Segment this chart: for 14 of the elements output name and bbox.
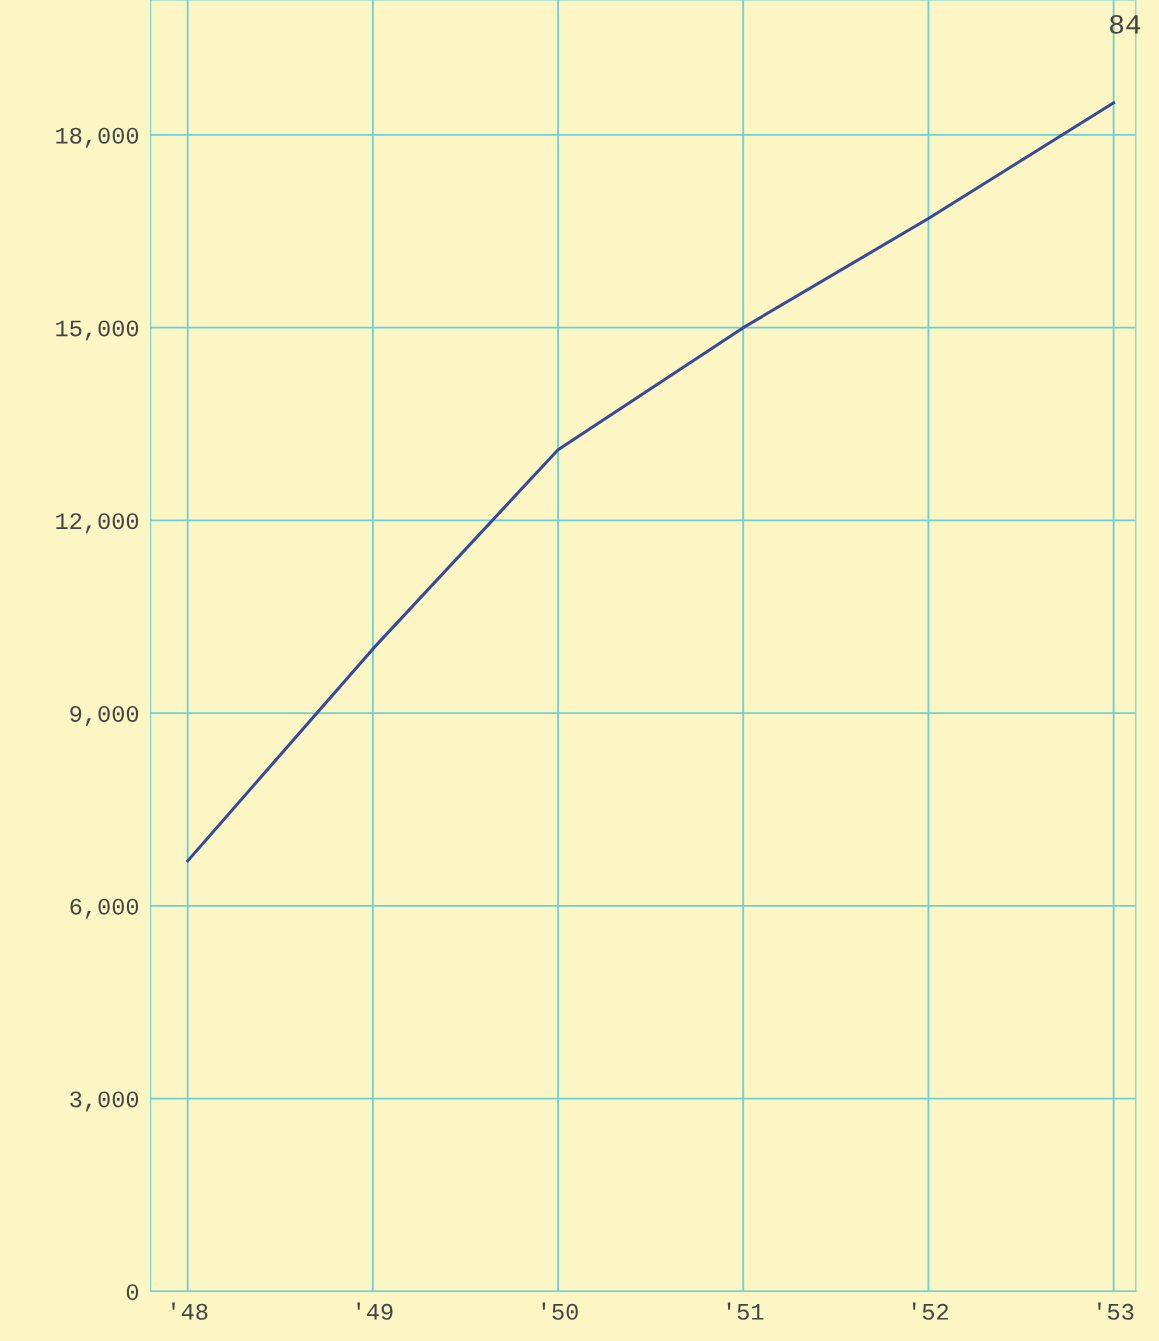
y-tick-label: 18,000 bbox=[56, 127, 139, 148]
y-tick-label: 0 bbox=[126, 1284, 139, 1301]
y-tick-label: 6,000 bbox=[70, 898, 139, 919]
x-tick-label: '52 bbox=[912, 1302, 948, 1320]
y-tick-label: 9,000 bbox=[70, 705, 139, 726]
x-tick-label: '51 bbox=[727, 1302, 764, 1320]
x-tick-label: '48 bbox=[172, 1302, 208, 1320]
y-tick-label: 15,000 bbox=[56, 320, 139, 341]
x-tick-label: '50 bbox=[542, 1302, 578, 1320]
line-series bbox=[186, 101, 1116, 863]
y-tick-label: 3,000 bbox=[70, 1091, 139, 1112]
x-tick-label: '49 bbox=[357, 1302, 393, 1320]
x-tick-label: '53 bbox=[1098, 1302, 1134, 1320]
y-tick-label: 12,000 bbox=[56, 513, 139, 534]
